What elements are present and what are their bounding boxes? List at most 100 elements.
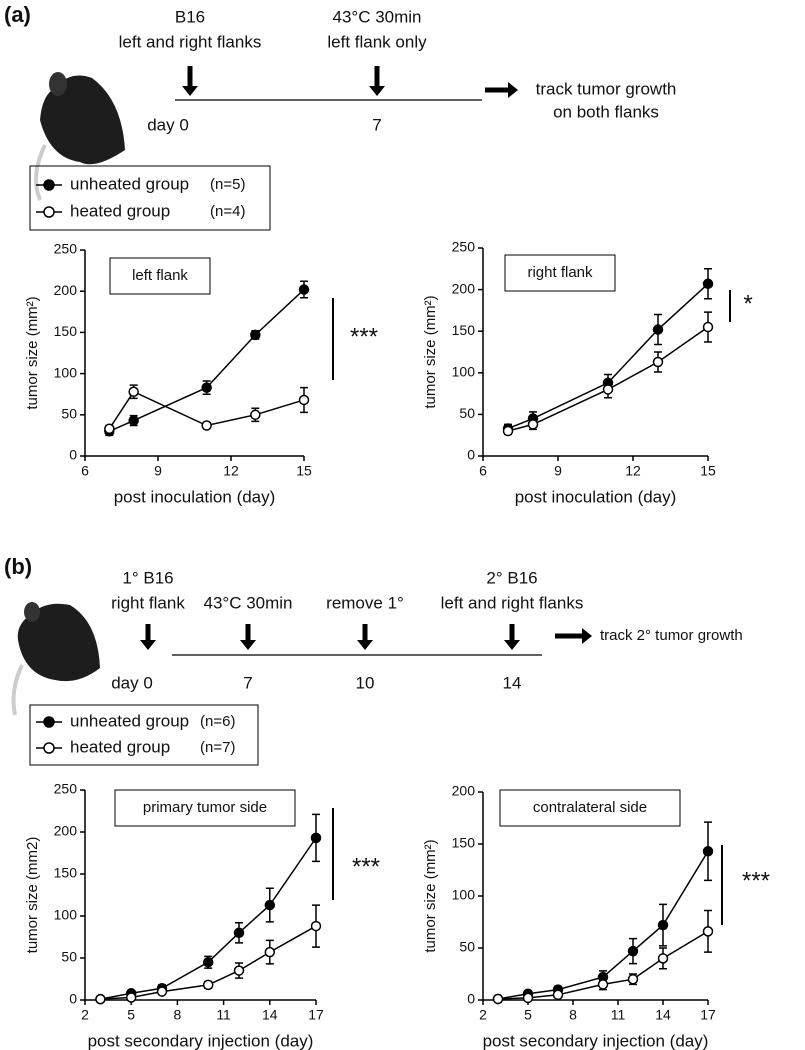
y-tick-label: 150: [54, 323, 78, 339]
legend-n: (n=5): [210, 176, 245, 193]
x-tick-label: 15: [700, 463, 716, 479]
title-box: [114, 789, 296, 827]
x-tick-label: 12: [223, 463, 239, 479]
chart-title: right flank: [527, 264, 593, 281]
data-point: [298, 284, 310, 295]
y-axis-label: tumor size (mm²): [422, 295, 439, 408]
arrow-head: [504, 640, 520, 650]
x-tick-label: 17: [308, 1007, 324, 1023]
data-point: [627, 973, 639, 985]
data-point: [264, 946, 276, 958]
arrow-head: [240, 640, 256, 650]
title-box: [109, 257, 211, 295]
data-point: [652, 324, 664, 335]
day-label: day 0: [111, 673, 153, 692]
day-label: 7: [243, 673, 252, 692]
x-tick-label: 14: [262, 1007, 278, 1023]
significance-label: ***: [350, 323, 378, 350]
x-axis-label: post secondary injection (day): [88, 1031, 314, 1050]
data-point: [250, 409, 261, 421]
arrow-head: [582, 628, 592, 644]
data-point: [264, 899, 276, 911]
x-tick-label: 2: [479, 1007, 487, 1023]
step-label: B16: [175, 7, 205, 26]
data-point: [250, 329, 261, 341]
legend-label: unheated group: [70, 174, 189, 193]
y-tick-label: 0: [69, 447, 77, 463]
legend-marker: [43, 206, 55, 218]
x-axis-label: post inoculation (day): [515, 487, 677, 506]
data-point: [298, 394, 310, 406]
outcome-label: track 2° tumor growth: [600, 627, 743, 644]
chart-title: primary tumor side: [143, 799, 267, 816]
y-tick-label: 200: [54, 823, 78, 839]
x-tick-label: 12: [625, 463, 641, 479]
legend-label: unheated group: [70, 711, 189, 730]
data-point: [702, 846, 714, 857]
data-point: [702, 321, 714, 333]
day-label: 10: [356, 673, 375, 692]
significance-label: *: [743, 290, 752, 317]
outcome-label: track tumor growth: [536, 79, 677, 98]
data-point: [128, 415, 139, 426]
data-point: [202, 956, 214, 968]
significance-label: ***: [352, 853, 380, 880]
x-tick-label: 8: [174, 1007, 182, 1023]
y-tick-label: 50: [459, 939, 475, 955]
y-tick-label: 0: [69, 991, 77, 1007]
y-tick-label: 150: [54, 865, 78, 881]
x-tick-label: 6: [479, 463, 487, 479]
legend-label: heated group: [70, 737, 170, 756]
legend-marker: [43, 179, 55, 191]
data-point: [627, 945, 639, 957]
step-label: 1° B16: [122, 568, 173, 587]
data-point: [602, 384, 614, 395]
mouse-icon: [34, 72, 125, 201]
step-label: 43°C 30min: [332, 7, 421, 26]
y-tick-label: 200: [452, 783, 476, 799]
chart-title: contralateral side: [533, 799, 647, 816]
arrow-head: [182, 86, 198, 96]
step-label: left and right flanks: [119, 32, 262, 51]
x-tick-label: 9: [154, 463, 162, 479]
y-tick-label: 250: [452, 239, 476, 255]
data-point: [128, 386, 139, 397]
x-axis-label: post inoculation (day): [114, 487, 276, 506]
data-point: [202, 979, 214, 991]
data-point: [502, 425, 514, 437]
y-tick-label: 100: [452, 364, 476, 380]
data-point: [522, 992, 534, 1004]
x-tick-label: 11: [611, 1007, 626, 1023]
data-point: [233, 927, 245, 939]
data-point: [310, 832, 322, 844]
mouse-icon: [11, 602, 100, 716]
data-point: [104, 423, 115, 435]
x-tick-label: 2: [81, 1007, 89, 1023]
data-point: [201, 420, 212, 431]
data-point: [657, 919, 669, 931]
step-label: right flank: [111, 593, 185, 612]
data-point: [125, 992, 137, 1003]
x-tick-label: 17: [700, 1007, 716, 1023]
legend-marker: [43, 742, 55, 754]
legend-n: (n=4): [210, 203, 245, 220]
x-tick-label: 14: [655, 1007, 671, 1023]
data-point: [657, 953, 669, 964]
y-tick-label: 200: [54, 282, 78, 298]
y-tick-label: 50: [61, 406, 77, 422]
y-tick-label: 150: [452, 835, 476, 851]
y-tick-label: 250: [54, 781, 78, 797]
arrow-head: [508, 82, 518, 98]
y-tick-label: 100: [54, 907, 78, 923]
data-point: [233, 965, 245, 976]
x-axis-label: post secondary injection (day): [483, 1031, 709, 1050]
y-tick-label: 0: [467, 991, 475, 1007]
title-box: [504, 254, 616, 292]
y-tick-label: 50: [459, 405, 475, 421]
legend-n: (n=6): [200, 713, 235, 730]
y-tick-label: 250: [54, 241, 78, 257]
significance-label: ***: [742, 867, 770, 894]
data-point: [652, 356, 664, 368]
step-label: 43°C 30min: [203, 593, 292, 612]
legend-box: [29, 704, 259, 766]
